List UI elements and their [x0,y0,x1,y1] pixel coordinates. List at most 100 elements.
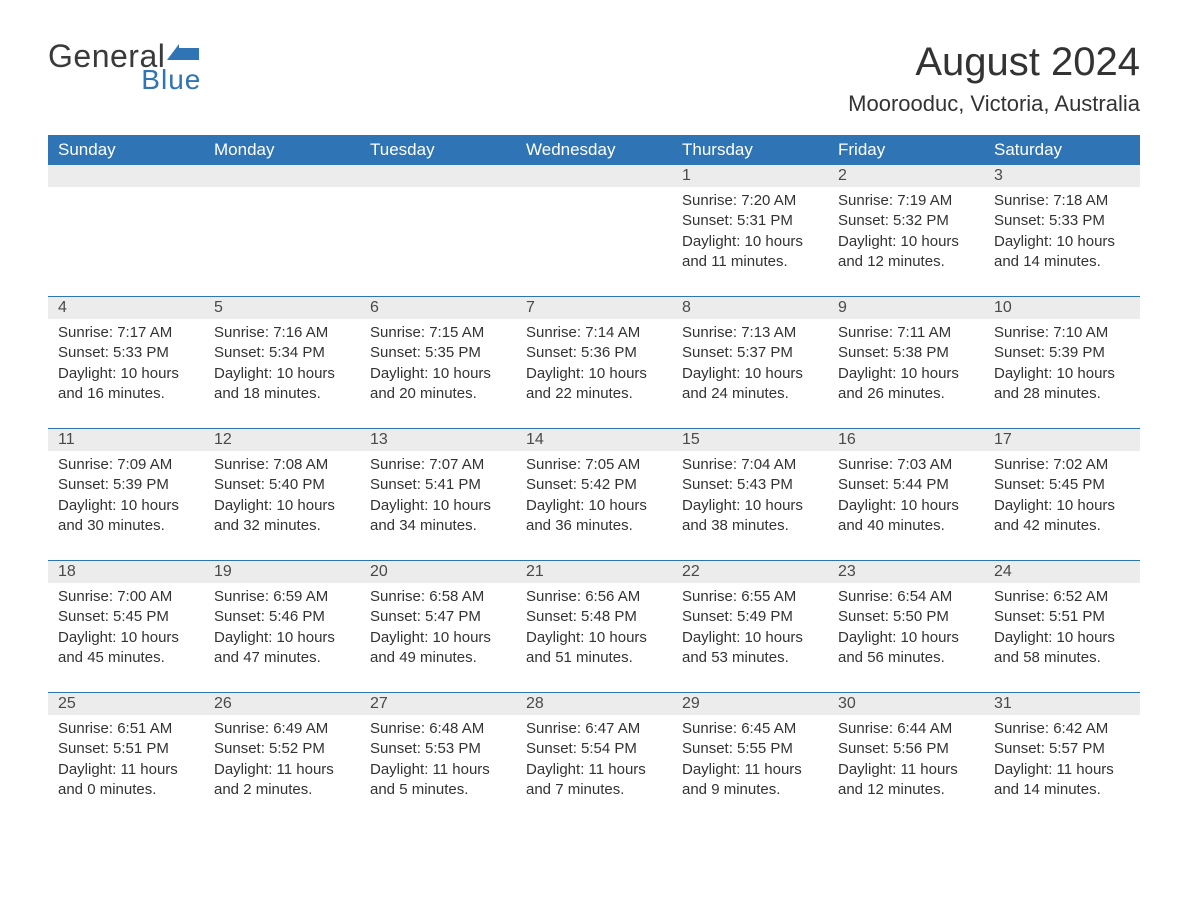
sunset-text: Sunset: 5:53 PM [370,739,506,759]
calendar-day-cell: 1Sunrise: 7:20 AMSunset: 5:31 PMDaylight… [672,165,828,297]
day-body: Sunrise: 6:47 AMSunset: 5:54 PMDaylight:… [516,715,672,824]
day-body: Sunrise: 7:02 AMSunset: 5:45 PMDaylight:… [984,451,1140,560]
calendar-day-cell: 15Sunrise: 7:04 AMSunset: 5:43 PMDayligh… [672,429,828,561]
sunrise-text: Sunrise: 7:15 AM [370,323,506,343]
daylight-text: Daylight: 11 hours and 5 minutes. [370,760,506,801]
day-body: Sunrise: 7:20 AMSunset: 5:31 PMDaylight:… [672,187,828,296]
weekday-header: Friday [828,135,984,165]
calendar-day-cell: 28Sunrise: 6:47 AMSunset: 5:54 PMDayligh… [516,693,672,825]
calendar-day-cell: 3Sunrise: 7:18 AMSunset: 5:33 PMDaylight… [984,165,1140,297]
daylight-text: Daylight: 10 hours and 42 minutes. [994,496,1130,537]
day-body: Sunrise: 7:10 AMSunset: 5:39 PMDaylight:… [984,319,1140,428]
day-body: Sunrise: 7:09 AMSunset: 5:39 PMDaylight:… [48,451,204,560]
daylight-text: Daylight: 10 hours and 51 minutes. [526,628,662,669]
sunset-text: Sunset: 5:49 PM [682,607,818,627]
daylight-text: Daylight: 10 hours and 11 minutes. [682,232,818,273]
day-number: 14 [516,429,672,451]
calendar-day-cell: 6Sunrise: 7:15 AMSunset: 5:35 PMDaylight… [360,297,516,429]
day-number [516,165,672,187]
sunset-text: Sunset: 5:40 PM [214,475,350,495]
day-number: 1 [672,165,828,187]
weekday-header: Monday [204,135,360,165]
day-body: Sunrise: 6:44 AMSunset: 5:56 PMDaylight:… [828,715,984,824]
daylight-text: Daylight: 11 hours and 12 minutes. [838,760,974,801]
daylight-text: Daylight: 10 hours and 24 minutes. [682,364,818,405]
calendar-week-row: 4Sunrise: 7:17 AMSunset: 5:33 PMDaylight… [48,297,1140,429]
daylight-text: Daylight: 10 hours and 20 minutes. [370,364,506,405]
sunset-text: Sunset: 5:36 PM [526,343,662,363]
day-body: Sunrise: 7:14 AMSunset: 5:36 PMDaylight:… [516,319,672,428]
calendar-day-cell: 5Sunrise: 7:16 AMSunset: 5:34 PMDaylight… [204,297,360,429]
daylight-text: Daylight: 10 hours and 40 minutes. [838,496,974,537]
day-body: Sunrise: 7:07 AMSunset: 5:41 PMDaylight:… [360,451,516,560]
sunrise-text: Sunrise: 7:02 AM [994,455,1130,475]
day-number: 16 [828,429,984,451]
sunset-text: Sunset: 5:38 PM [838,343,974,363]
day-body: Sunrise: 6:48 AMSunset: 5:53 PMDaylight:… [360,715,516,824]
calendar-day-cell: 14Sunrise: 7:05 AMSunset: 5:42 PMDayligh… [516,429,672,561]
daylight-text: Daylight: 10 hours and 45 minutes. [58,628,194,669]
calendar-head: SundayMondayTuesdayWednesdayThursdayFrid… [48,135,1140,165]
sunset-text: Sunset: 5:37 PM [682,343,818,363]
logo: General Blue [48,40,201,94]
calendar-day-cell: 16Sunrise: 7:03 AMSunset: 5:44 PMDayligh… [828,429,984,561]
day-number: 15 [672,429,828,451]
calendar-day-cell: 26Sunrise: 6:49 AMSunset: 5:52 PMDayligh… [204,693,360,825]
sunset-text: Sunset: 5:57 PM [994,739,1130,759]
sunset-text: Sunset: 5:39 PM [994,343,1130,363]
day-body: Sunrise: 7:11 AMSunset: 5:38 PMDaylight:… [828,319,984,428]
day-number: 20 [360,561,516,583]
calendar-day-cell: 17Sunrise: 7:02 AMSunset: 5:45 PMDayligh… [984,429,1140,561]
header: General Blue August 2024 Moorooduc, Vict… [48,40,1140,117]
sunset-text: Sunset: 5:51 PM [58,739,194,759]
day-body: Sunrise: 6:42 AMSunset: 5:57 PMDaylight:… [984,715,1140,824]
sunrise-text: Sunrise: 7:09 AM [58,455,194,475]
sunrise-text: Sunrise: 7:07 AM [370,455,506,475]
sunrise-text: Sunrise: 7:10 AM [994,323,1130,343]
calendar-day-cell [48,165,204,297]
sunrise-text: Sunrise: 6:42 AM [994,719,1130,739]
sunrise-text: Sunrise: 7:00 AM [58,587,194,607]
calendar-day-cell: 22Sunrise: 6:55 AMSunset: 5:49 PMDayligh… [672,561,828,693]
calendar-week-row: 25Sunrise: 6:51 AMSunset: 5:51 PMDayligh… [48,693,1140,825]
day-body: Sunrise: 6:54 AMSunset: 5:50 PMDaylight:… [828,583,984,692]
daylight-text: Daylight: 10 hours and 36 minutes. [526,496,662,537]
day-body: Sunrise: 7:04 AMSunset: 5:43 PMDaylight:… [672,451,828,560]
day-body [516,187,672,285]
calendar-day-cell: 4Sunrise: 7:17 AMSunset: 5:33 PMDaylight… [48,297,204,429]
day-number: 19 [204,561,360,583]
daylight-text: Daylight: 11 hours and 2 minutes. [214,760,350,801]
day-body: Sunrise: 6:58 AMSunset: 5:47 PMDaylight:… [360,583,516,692]
sunrise-text: Sunrise: 7:16 AM [214,323,350,343]
day-number [360,165,516,187]
day-body: Sunrise: 6:52 AMSunset: 5:51 PMDaylight:… [984,583,1140,692]
daylight-text: Daylight: 10 hours and 58 minutes. [994,628,1130,669]
logo-text-blue: Blue [141,66,201,94]
sunrise-text: Sunrise: 7:14 AM [526,323,662,343]
day-body: Sunrise: 6:55 AMSunset: 5:49 PMDaylight:… [672,583,828,692]
day-body: Sunrise: 7:19 AMSunset: 5:32 PMDaylight:… [828,187,984,296]
sunrise-text: Sunrise: 6:48 AM [370,719,506,739]
daylight-text: Daylight: 10 hours and 14 minutes. [994,232,1130,273]
sunrise-text: Sunrise: 7:05 AM [526,455,662,475]
calendar-day-cell [360,165,516,297]
day-body: Sunrise: 7:17 AMSunset: 5:33 PMDaylight:… [48,319,204,428]
calendar-day-cell: 12Sunrise: 7:08 AMSunset: 5:40 PMDayligh… [204,429,360,561]
day-number: 25 [48,693,204,715]
sunset-text: Sunset: 5:33 PM [58,343,194,363]
calendar-day-cell: 27Sunrise: 6:48 AMSunset: 5:53 PMDayligh… [360,693,516,825]
sunset-text: Sunset: 5:45 PM [994,475,1130,495]
sunset-text: Sunset: 5:32 PM [838,211,974,231]
weekday-header: Sunday [48,135,204,165]
sunrise-text: Sunrise: 6:45 AM [682,719,818,739]
weekday-header: Wednesday [516,135,672,165]
sunrise-text: Sunrise: 6:58 AM [370,587,506,607]
sunrise-text: Sunrise: 7:08 AM [214,455,350,475]
day-number: 27 [360,693,516,715]
daylight-text: Daylight: 10 hours and 56 minutes. [838,628,974,669]
sunrise-text: Sunrise: 6:49 AM [214,719,350,739]
calendar-day-cell: 7Sunrise: 7:14 AMSunset: 5:36 PMDaylight… [516,297,672,429]
location-text: Moorooduc, Victoria, Australia [848,91,1140,117]
day-body: Sunrise: 7:03 AMSunset: 5:44 PMDaylight:… [828,451,984,560]
sunset-text: Sunset: 5:56 PM [838,739,974,759]
